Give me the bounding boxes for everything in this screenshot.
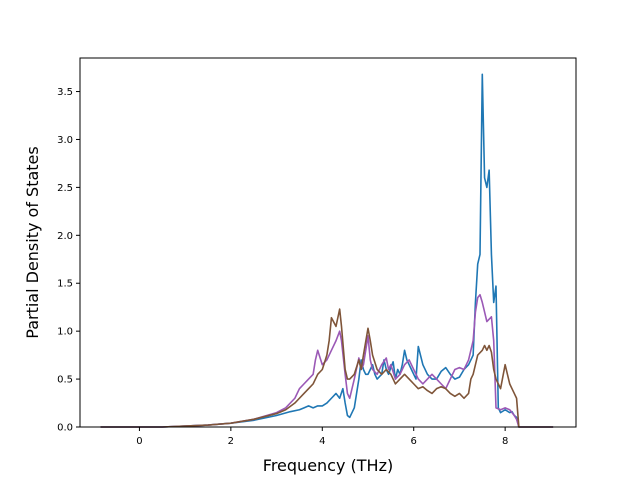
x-tick-label: 4: [319, 436, 325, 447]
axes-frame: [79, 57, 577, 428]
y-axis-ticks: 0.0 0.5 1.0 1.5 2.0 2.5 3.0 3.5: [57, 87, 80, 434]
y-tick-label: 1.0: [57, 327, 73, 338]
y-tick-label: 3.0: [57, 135, 73, 146]
x-axis-label: Frequency (THz): [263, 456, 393, 475]
series-line-3: [100, 308, 554, 428]
x-tick-label: 8: [502, 436, 508, 447]
x-tick-label: 0: [136, 436, 142, 447]
y-axis-label: Partial Density of States: [23, 146, 42, 338]
y-tick-label: 0.0: [57, 423, 73, 434]
y-tick-label: 2.0: [57, 231, 73, 242]
x-tick-label: 2: [228, 436, 234, 447]
series-line-1: [100, 73, 554, 428]
y-tick-label: 2.5: [57, 183, 73, 194]
x-tick-label: 6: [411, 436, 417, 447]
y-tick-label: 1.5: [57, 279, 73, 290]
plot-area: [80, 58, 576, 427]
y-tick-label: 3.5: [57, 87, 73, 98]
series-layer: [100, 73, 554, 428]
y-tick-label: 0.5: [57, 375, 73, 386]
series-line-2: [100, 293, 554, 428]
x-axis-ticks: 0 2 4 6 8: [136, 427, 508, 447]
